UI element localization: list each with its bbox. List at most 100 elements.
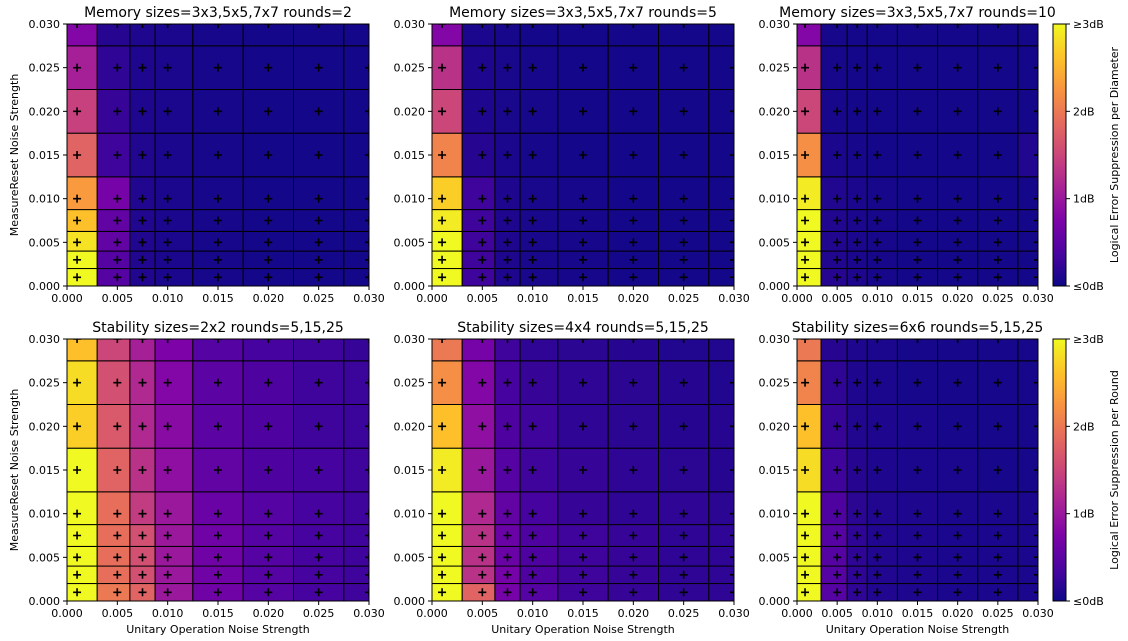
heatmap-cell	[154, 545, 194, 567]
heatmap-cell	[67, 24, 98, 47]
data-point-marker	[438, 151, 447, 159]
data-point-marker	[214, 151, 222, 159]
data-point-marker	[365, 466, 369, 474]
data-point-marker	[629, 339, 638, 343]
heatmap-cell	[866, 176, 898, 211]
heatmap-cell	[67, 491, 98, 526]
y-tick-label: 0.010	[759, 193, 791, 206]
heatmap-cell	[67, 132, 98, 178]
data-point-marker	[853, 339, 862, 343]
data-point-marker	[679, 255, 688, 264]
x-tick-label: 0.020	[942, 607, 974, 620]
data-point-marker	[913, 570, 922, 579]
data-point-marker	[365, 553, 369, 562]
heatmap-cell	[1017, 491, 1038, 526]
data-point-marker	[873, 194, 882, 203]
data-point-marker	[853, 216, 862, 225]
heatmap-cell	[293, 491, 345, 526]
x-tick-label: 0.010	[152, 292, 184, 305]
data-point-marker	[138, 107, 147, 116]
data-point-marker	[438, 24, 447, 28]
data-point-marker	[503, 24, 512, 28]
data-point-marker	[478, 63, 487, 72]
data-point-marker	[579, 216, 587, 225]
data-point-marker	[264, 378, 273, 387]
x-tick-label: 0.000	[416, 292, 448, 305]
heatmap-cell	[461, 491, 496, 526]
data-point-marker	[953, 151, 962, 159]
data-point-marker	[579, 422, 587, 431]
data-point-marker	[163, 339, 172, 343]
data-point-marker	[1034, 255, 1038, 264]
heatmap-cell	[154, 447, 194, 493]
data-point-marker	[314, 422, 323, 431]
heatmap-cell	[557, 491, 609, 526]
data-point-marker	[503, 422, 512, 431]
heatmap-cell	[67, 209, 98, 232]
heatmap-cell	[154, 250, 194, 270]
data-point-marker	[314, 339, 323, 343]
data-point-marker	[214, 466, 222, 474]
data-point-marker	[679, 63, 688, 72]
data-point-marker	[579, 151, 587, 159]
y-tick-label: 0.025	[759, 62, 791, 75]
data-point-marker	[478, 255, 487, 264]
data-point-marker	[113, 24, 122, 28]
heatmap-cell	[866, 268, 898, 286]
y-tick-label: 0.020	[759, 105, 791, 118]
x-tick-label: 0.000	[781, 607, 813, 620]
data-point-marker	[503, 570, 512, 579]
data-point-marker	[214, 553, 222, 562]
y-tick-label: 0.020	[29, 420, 61, 433]
data-point-marker	[913, 255, 922, 264]
heatmap-cell	[519, 89, 559, 134]
data-point-marker	[1034, 238, 1038, 247]
data-point-marker	[528, 63, 537, 72]
data-point-marker	[528, 509, 537, 518]
x-tick-label: 0.020	[942, 292, 974, 305]
data-point-marker	[629, 273, 638, 282]
heatmap-cell	[708, 24, 734, 47]
heatmap-cell	[519, 339, 559, 362]
data-point-marker	[579, 466, 587, 474]
data-point-marker	[264, 216, 273, 225]
data-point-marker	[503, 151, 512, 159]
heatmap-cell	[192, 176, 244, 211]
data-point-marker	[365, 194, 369, 203]
data-point-marker	[579, 378, 587, 387]
data-point-marker	[264, 588, 273, 597]
heatmap-cell	[519, 491, 559, 526]
data-point-marker	[503, 378, 512, 387]
heatmap-cell	[67, 230, 98, 252]
data-point-marker	[73, 255, 82, 264]
heatmap-cell	[846, 491, 868, 526]
data-point-marker	[314, 255, 323, 264]
data-point-marker	[113, 466, 122, 474]
heatmap-cell	[1017, 176, 1038, 211]
data-point-marker	[314, 588, 323, 597]
data-point-marker	[214, 339, 222, 343]
data-point-marker	[801, 216, 810, 225]
heatmap-cell	[820, 545, 848, 567]
data-point-marker	[214, 273, 222, 282]
data-point-marker	[873, 570, 882, 579]
heatmap-cell	[866, 132, 898, 178]
heatmap-cell	[494, 176, 521, 211]
data-point-marker	[214, 216, 222, 225]
data-point-marker	[528, 273, 537, 282]
data-point-marker	[579, 24, 587, 28]
heatmap-cell	[129, 176, 156, 211]
colorbar-2: ≥3dB 2dB 1dB ≤0dB Logical Error Suppression …	[1052, 333, 1121, 608]
data-point-marker	[138, 216, 147, 225]
heatmap-panel-6: 0.000 0.005 0.010 0.015 0.020 0.025 0.030 0.000…	[759, 320, 1054, 636]
data-point-marker	[953, 466, 962, 474]
heatmap-cell	[1017, 24, 1038, 47]
data-point-marker	[629, 216, 638, 225]
data-point-marker	[365, 588, 369, 597]
data-point-marker	[264, 553, 273, 562]
heatmap-cell	[154, 209, 194, 232]
data-point-marker	[833, 238, 842, 247]
data-point-marker	[138, 509, 147, 518]
x-axis-label: Unitary Operation Noise Strength	[126, 623, 310, 636]
heatmap-cell	[519, 209, 559, 232]
